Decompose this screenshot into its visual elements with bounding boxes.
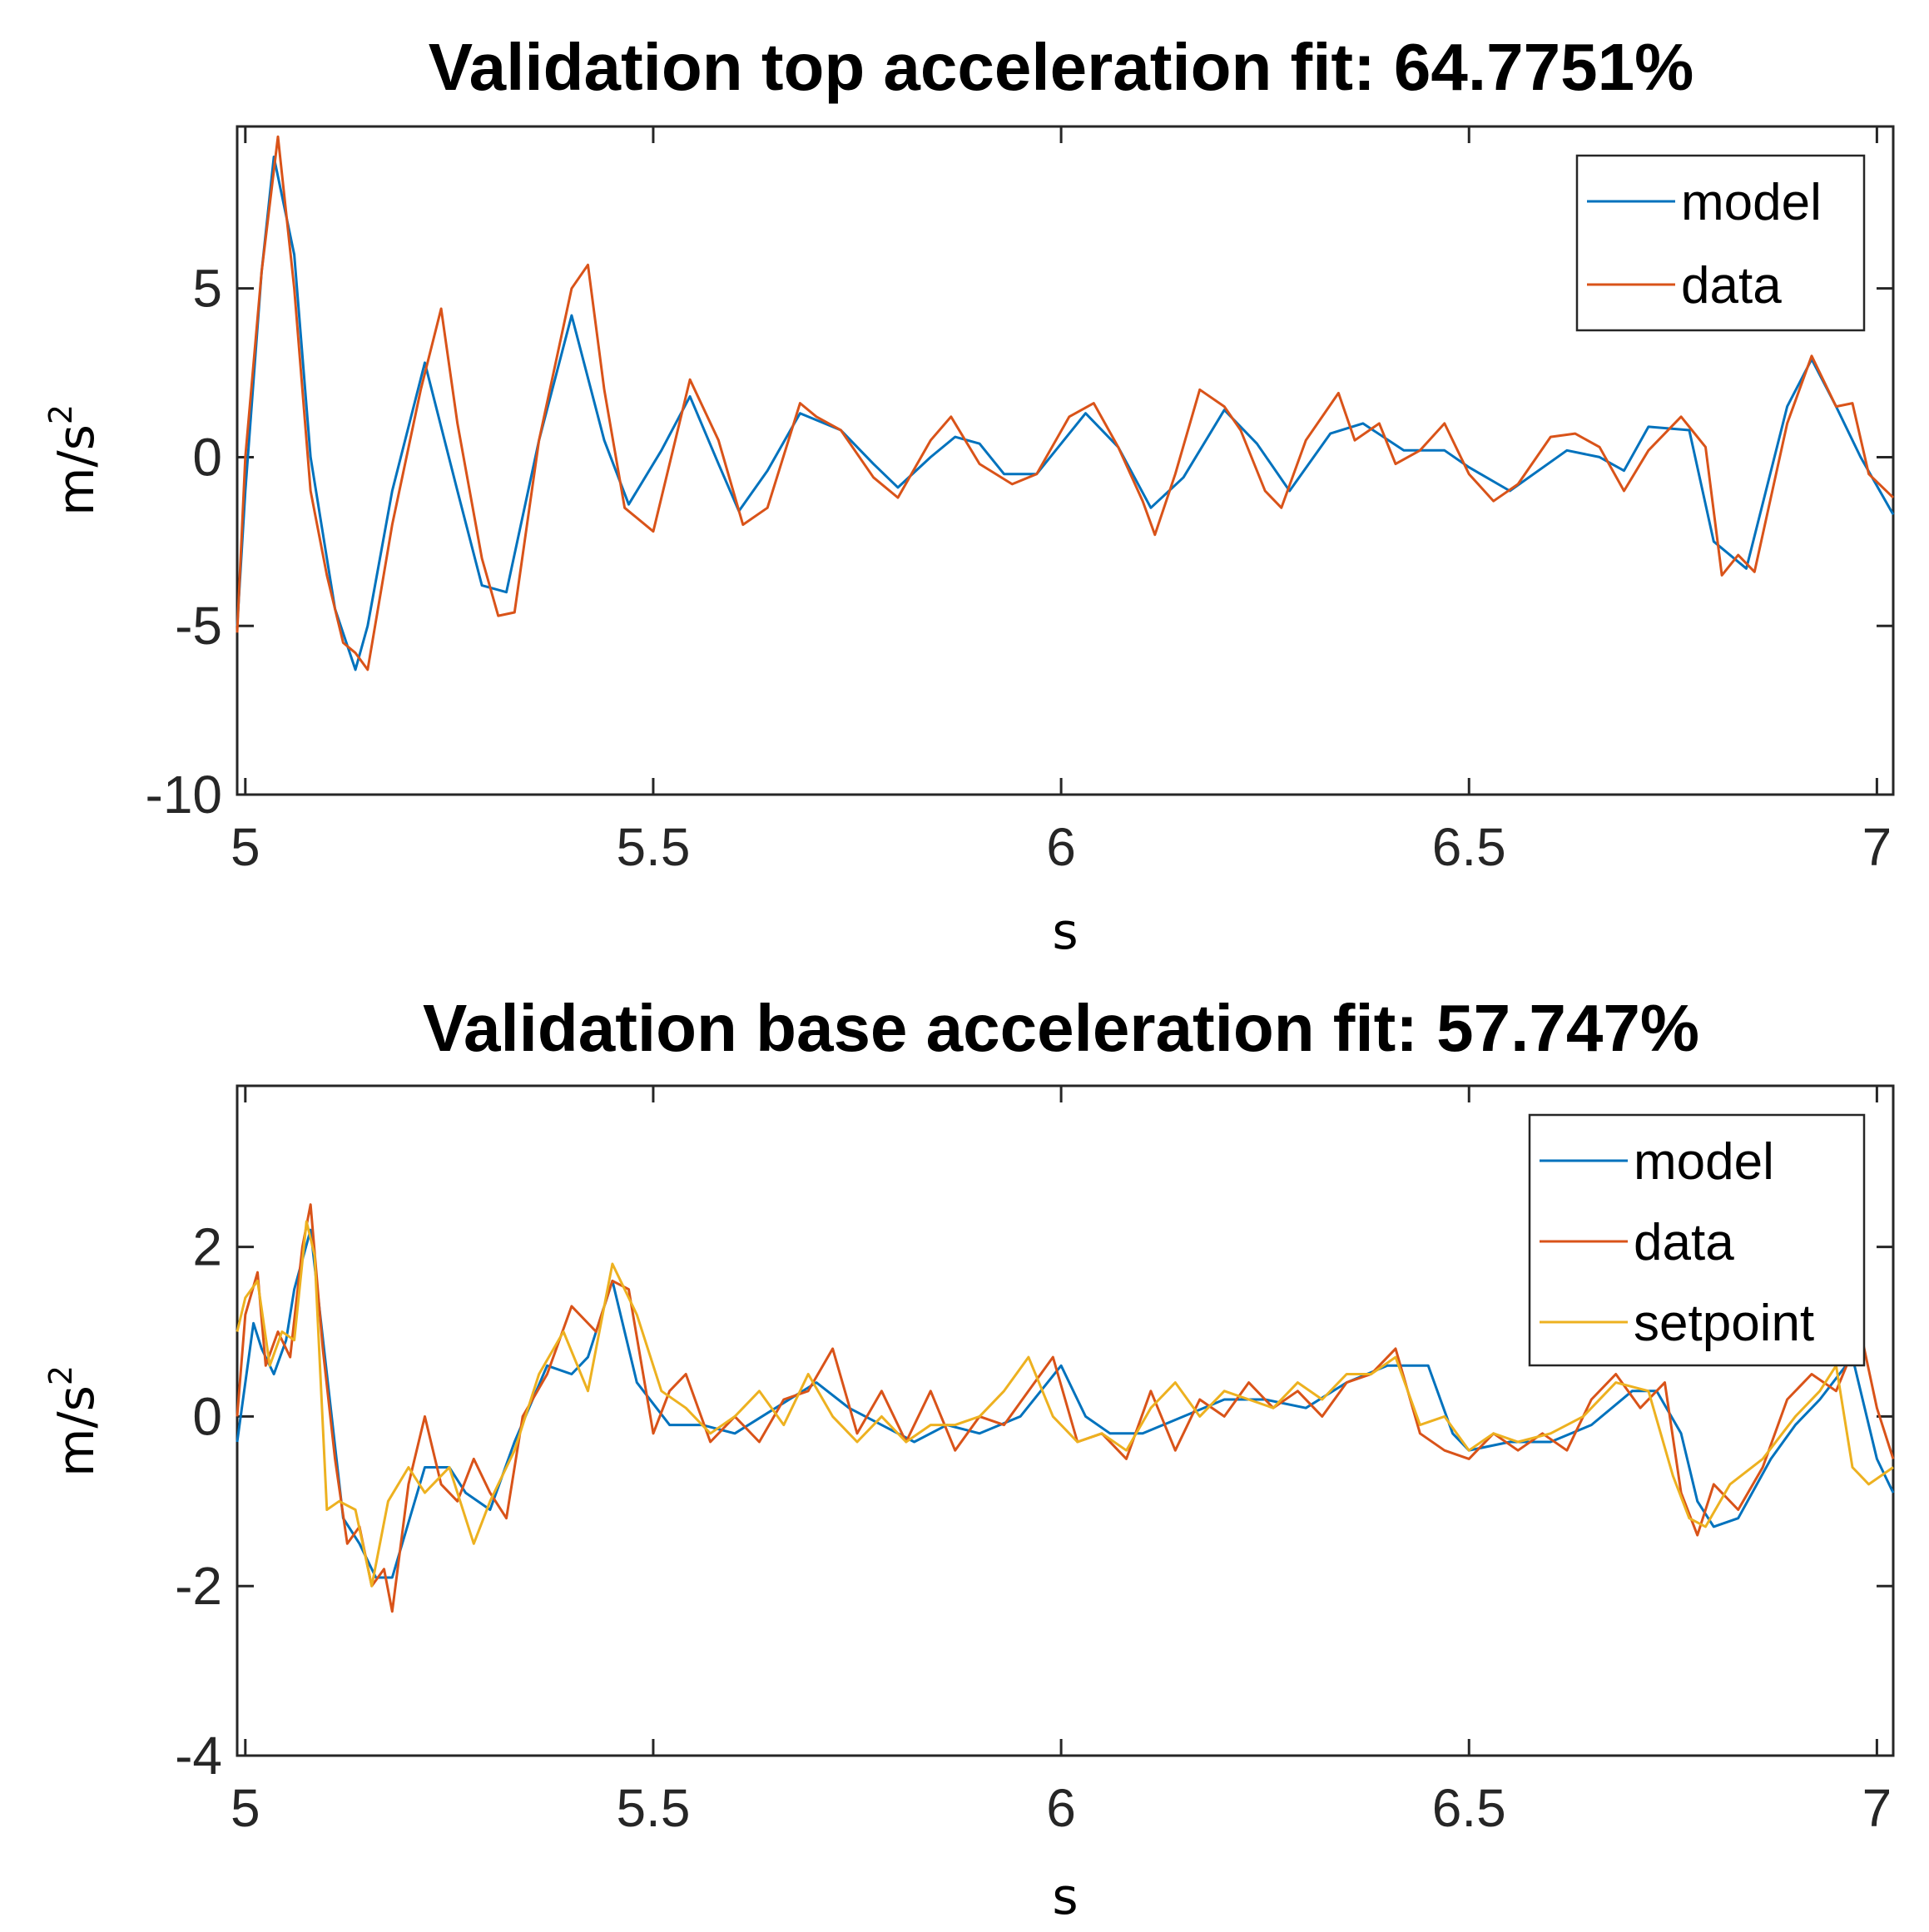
base-acceleration-chart: Validation base acceleration fit: 57.747… [42, 991, 1895, 1926]
x-tick-label: 7 [1862, 1778, 1892, 1838]
x-tick-label: 6 [1046, 817, 1076, 877]
x-tick-label: 5.5 [616, 1778, 690, 1838]
x-tick-label: 6.5 [1432, 817, 1506, 877]
legend: model data [1575, 154, 1866, 332]
chart-title: Validation base acceleration fit: 57.747… [423, 991, 1699, 1065]
top-acceleration-chart: Validation top acceleration fit: 64.7751… [42, 30, 1895, 961]
y-tick-label: -10 [146, 765, 223, 825]
chart-title: Validation top acceleration fit: 64.7751… [429, 30, 1694, 104]
legend-label-data: data [1634, 1214, 1734, 1271]
x-tick-label: 7 [1862, 817, 1892, 877]
y-tick-label: -5 [175, 596, 222, 656]
y-tick-label: 0 [192, 1386, 222, 1446]
legend-box [1575, 154, 1866, 332]
legend-label-model: model [1634, 1133, 1774, 1191]
series-line-data [236, 135, 1895, 671]
x-tick-label: 5 [231, 817, 260, 877]
y-tick-label: 0 [192, 427, 222, 487]
y-tick-label: 2 [192, 1217, 222, 1277]
x-axis-label: s [1052, 903, 1078, 961]
y-axis-label: m/s2 [42, 404, 106, 516]
legend-label-model: model [1681, 174, 1822, 231]
x-tick-label: 5.5 [616, 817, 690, 877]
series-lines [236, 1203, 1895, 1613]
series-lines [236, 135, 1895, 671]
legend: model data setpoint [1528, 1113, 1866, 1367]
x-axis-label: s [1052, 1868, 1078, 1926]
legend-label-setpoint: setpoint [1634, 1295, 1814, 1352]
y-tick-label: -2 [175, 1556, 222, 1616]
series-line-model [236, 156, 1895, 671]
legend-label-data: data [1681, 257, 1782, 315]
series-line-data [236, 1203, 1895, 1613]
axis-ticks: 5 5.5 6 6.5 7 -4 -2 0 2 [175, 1086, 1893, 1838]
y-tick-label: 5 [192, 259, 222, 319]
axis-ticks: 5 5.5 6 6.5 7 -10 -5 0 5 [146, 126, 1893, 877]
y-tick-label: -4 [175, 1726, 222, 1786]
x-tick-label: 5 [231, 1778, 260, 1838]
y-axis-label: m/s2 [42, 1365, 106, 1477]
x-tick-label: 6 [1046, 1778, 1076, 1838]
x-tick-label: 6.5 [1432, 1778, 1506, 1838]
series-line-setpoint [236, 1220, 1894, 1588]
